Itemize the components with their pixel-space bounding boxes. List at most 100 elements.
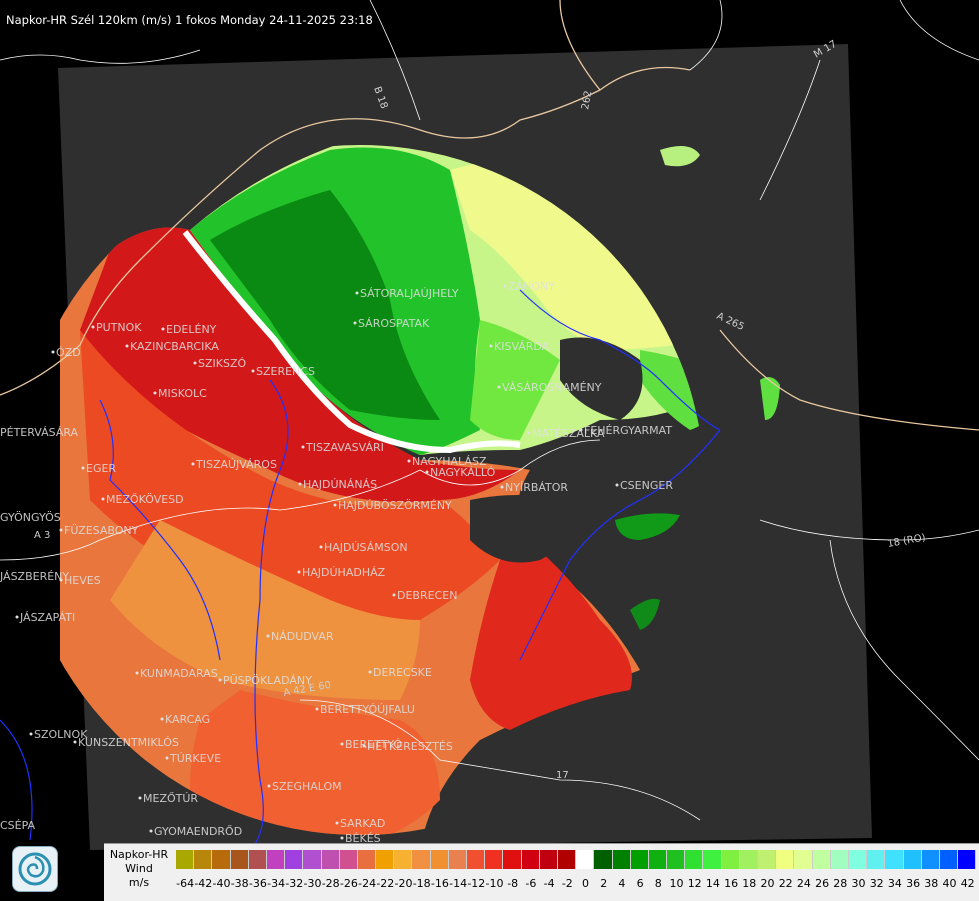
legend-swatch	[958, 850, 977, 869]
legend-swatch	[848, 850, 868, 869]
legend-tick-label: -30	[303, 877, 322, 890]
place-marker	[135, 671, 139, 675]
place-label: FEHÉRGYARMAT	[584, 424, 672, 437]
legend-tick-label: 32	[869, 877, 884, 890]
road-label: A 3	[34, 530, 50, 541]
legend-tick-label: -18	[412, 877, 431, 890]
place-marker	[218, 678, 222, 682]
legend-swatch	[921, 850, 940, 869]
place-marker	[315, 707, 319, 711]
place-marker	[527, 431, 531, 435]
place-label: KUNMADARAS	[140, 667, 218, 680]
place-marker	[138, 796, 142, 800]
legend-tick-label: 20	[760, 877, 775, 890]
legend-tick-label: -20	[394, 877, 413, 890]
legend-swatch	[576, 850, 595, 869]
place-label: MISKOLC	[158, 387, 207, 400]
place-label: BERETTYÓÚJFALU	[320, 703, 415, 716]
place-label: KISVÁRDA	[494, 340, 550, 353]
place-marker	[251, 369, 255, 373]
legend-tick-label: -26	[339, 877, 358, 890]
legend-swatch	[612, 850, 631, 869]
place-label: JÁSZBERÉNY	[0, 570, 69, 583]
place-marker	[267, 784, 271, 788]
place-label: DERECSKE	[373, 666, 432, 679]
place-label: HAJDÚNÁNÁS	[303, 478, 377, 491]
legend-title-line: Wind	[125, 862, 153, 875]
place-marker	[81, 466, 85, 470]
legend-tick-label: 26	[815, 877, 830, 890]
place-marker	[407, 459, 411, 463]
wind-echoes	[60, 145, 705, 835]
place-marker	[362, 744, 366, 748]
place-marker	[319, 545, 323, 549]
legend-tick-label: -36	[248, 877, 267, 890]
place-label: SZOLNOK	[34, 728, 88, 741]
legend-swatch	[648, 850, 668, 869]
legend-tick-label: 34	[887, 877, 902, 890]
legend-swatch	[721, 850, 740, 869]
legend-tick-label: -38	[230, 877, 249, 890]
place-marker	[149, 829, 153, 833]
place-marker	[160, 717, 164, 721]
echo-patch	[615, 513, 680, 540]
place-marker	[353, 321, 357, 325]
place-label: CSENGER	[620, 479, 673, 492]
legend-swatch	[248, 850, 267, 869]
legend-tick-label: 10	[669, 877, 684, 890]
place-label: EDELÉNY	[166, 323, 217, 336]
place-label: KAZINCBARCIKA	[130, 340, 219, 353]
place-label: GYÖNGYÖS	[0, 511, 61, 524]
place-marker	[297, 570, 301, 574]
place-label: BÉKÉS	[345, 832, 381, 845]
legend-tick-label: 0	[582, 877, 589, 890]
place-label: NAGYKÁLLÓ	[430, 466, 496, 479]
place-label: TISZAVASVÁRI	[305, 441, 384, 454]
legend-tick-label: -40	[212, 877, 231, 890]
place-label: NAGYHALÁSZ	[412, 455, 487, 468]
place-label: SZIKSZÓ	[198, 357, 246, 370]
place-label: CSÉPA	[0, 819, 36, 832]
color-legend: Napkor-HR Wind m/s -64 -42 -40 -38 -36 -34 -32…	[104, 843, 979, 901]
place-label: MEZŐTÚR	[143, 791, 198, 805]
place-marker	[51, 350, 55, 354]
legend-tick-label: -8	[507, 877, 519, 890]
legend-swatch	[448, 850, 467, 869]
legend-tick-label: 14	[705, 877, 720, 890]
place-marker	[161, 327, 165, 331]
place-label: KARCAG	[165, 713, 210, 726]
place-label: VÁSÁROSNAMÉNY	[502, 381, 602, 394]
legend-tick-label: 38	[924, 877, 939, 890]
place-label: ÓZD	[56, 346, 81, 359]
place-label: KUNSZENTMIKLÓS	[78, 736, 179, 749]
place-label: NÁDUDVAR	[271, 630, 334, 643]
place-marker	[125, 344, 129, 348]
legend-swatch	[776, 850, 795, 869]
legend-tick-label: 30	[851, 877, 866, 890]
place-label: SÁROSPATAK	[358, 317, 430, 330]
legend-swatch	[539, 850, 558, 869]
place-label: MÁTÉSZALKA	[532, 427, 605, 440]
legend-tick-label: -64	[176, 877, 195, 890]
legend-tick-label: 24	[796, 877, 811, 890]
legend-tick-label: 8	[654, 877, 662, 890]
legend-swatch	[339, 850, 358, 869]
echo-patch	[760, 376, 780, 420]
legend-tick-label: -32	[285, 877, 304, 890]
legend-swatch	[194, 850, 213, 869]
legend-swatch	[903, 850, 922, 869]
legend-swatch	[357, 850, 377, 869]
place-marker	[15, 615, 19, 619]
place-marker	[615, 483, 619, 487]
place-label: HAJDÚBÖSZÖRMÉNY	[338, 499, 452, 512]
legend-swatches	[176, 850, 977, 869]
legend-swatch	[503, 850, 522, 869]
place-marker	[355, 291, 359, 295]
legend-swatch	[467, 850, 486, 869]
legend-swatch	[212, 850, 231, 869]
place-marker	[489, 344, 493, 348]
road-label: 262	[580, 90, 594, 111]
place-marker	[368, 670, 372, 674]
place-label: SZEGHALOM	[272, 780, 342, 793]
